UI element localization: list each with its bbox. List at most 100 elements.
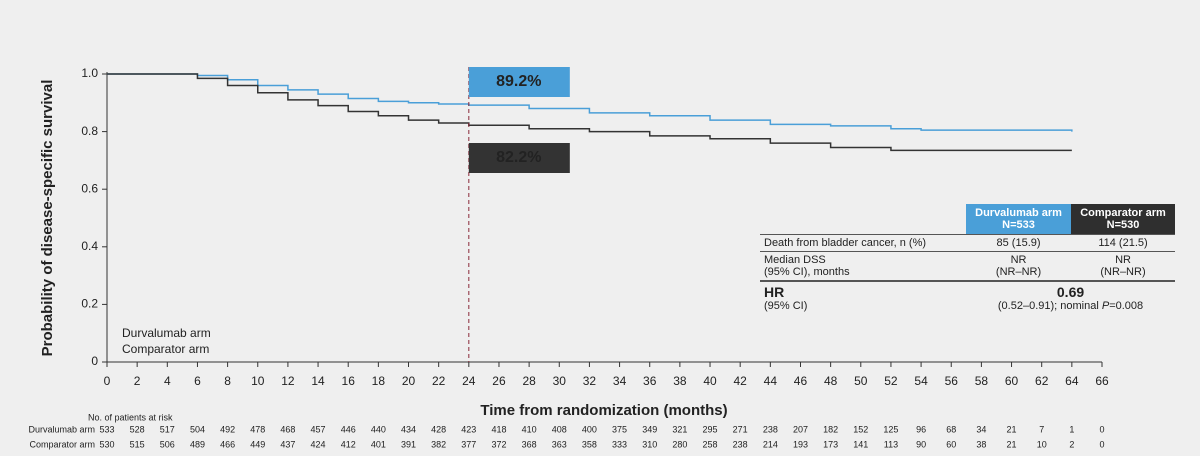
- x-tick-label: 48: [824, 374, 838, 388]
- cell: NR (NR–NR): [1071, 252, 1175, 280]
- x-tick-label: 10: [251, 374, 265, 388]
- risk-count: 391: [401, 439, 416, 449]
- legend-entry: Comparator arm: [122, 342, 209, 356]
- x-tick-label: 34: [613, 374, 627, 388]
- risk-count: 489: [190, 439, 205, 449]
- x-tick-label: 32: [583, 374, 597, 388]
- annotation-box: [468, 67, 570, 97]
- risk-count: 90: [916, 439, 926, 449]
- x-tick-label: 14: [311, 374, 325, 388]
- risk-count: 530: [99, 439, 114, 449]
- risk-count: 428: [431, 424, 446, 434]
- header-cell: Durvalumab arm N=533: [966, 204, 1072, 234]
- risk-count: 423: [461, 424, 476, 434]
- risk-count: 410: [522, 424, 537, 434]
- risk-count: 34: [976, 424, 986, 434]
- x-tick-label: 46: [794, 374, 808, 388]
- risk-row-label: Comparator arm: [29, 439, 95, 449]
- risk-count: 368: [522, 439, 537, 449]
- risk-count: 0: [1099, 439, 1104, 449]
- y-tick-label: 1.0: [81, 66, 98, 80]
- ci-text: (0.52–0.91); nominal: [997, 300, 1102, 312]
- x-tick-label: 22: [432, 374, 446, 388]
- risk-count: 434: [401, 424, 416, 434]
- annotation-text: 82.2%: [496, 149, 541, 166]
- x-tick-label: 40: [703, 374, 717, 388]
- risk-count: 271: [733, 424, 748, 434]
- cell-text: (NR–NR): [995, 266, 1042, 278]
- x-tick-label: 50: [854, 374, 868, 388]
- x-tick-label: 62: [1035, 374, 1049, 388]
- cell-text: NR: [1115, 254, 1131, 266]
- ci-text: P: [1101, 300, 1110, 312]
- risk-count: 478: [250, 424, 265, 434]
- risk-count: 504: [190, 424, 205, 434]
- risk-count: 349: [642, 424, 657, 434]
- hr-ci: (0.52–0.91); nominal P=0.008: [966, 300, 1175, 312]
- header-text: N=533: [1002, 219, 1035, 231]
- risk-count: 457: [311, 424, 326, 434]
- x-tick-label: 6: [194, 374, 201, 388]
- risk-count: 193: [793, 439, 808, 449]
- risk-count: 492: [220, 424, 235, 434]
- x-tick-label: 2: [134, 374, 141, 388]
- header-text: Durvalumab arm: [975, 207, 1062, 219]
- y-tick-label: 0.6: [81, 181, 98, 195]
- risk-count: 363: [552, 439, 567, 449]
- cell-text: (95% CI), months: [764, 266, 850, 278]
- risk-count: 152: [853, 424, 868, 434]
- risk-count: 258: [703, 439, 718, 449]
- x-tick-label: 58: [975, 374, 989, 388]
- y-axis-label: Probability of disease-specific survival: [39, 80, 56, 357]
- risk-count: 38: [976, 439, 986, 449]
- x-tick-label: 28: [522, 374, 536, 388]
- x-tick-label: 36: [643, 374, 657, 388]
- risk-count: 238: [763, 424, 778, 434]
- risk-count: 21: [1007, 439, 1017, 449]
- risk-count: 10: [1037, 439, 1047, 449]
- x-tick-label: 16: [342, 374, 356, 388]
- x-tick-label: 8: [224, 374, 231, 388]
- cell: 0.69 (0.52–0.91); nominal P=0.008: [966, 282, 1175, 314]
- risk-count: 533: [99, 424, 114, 434]
- y-tick-label: 0.2: [81, 297, 98, 311]
- risk-count: 528: [130, 424, 145, 434]
- risk-count: 321: [672, 424, 687, 434]
- hr-sublabel: (95% CI): [764, 300, 808, 312]
- risk-count: 280: [672, 439, 687, 449]
- y-tick-label: 0: [91, 354, 98, 368]
- risk-count: 437: [280, 439, 295, 449]
- x-tick-label: 64: [1065, 374, 1079, 388]
- risk-count: 1: [1069, 424, 1074, 434]
- risk-count: 141: [853, 439, 868, 449]
- cell: NR (NR–NR): [966, 252, 1071, 280]
- risk-count: 517: [160, 424, 175, 434]
- risk-count: 333: [612, 439, 627, 449]
- risk-count: 449: [250, 439, 265, 449]
- x-tick-label: 52: [884, 374, 898, 388]
- x-tick-label: 30: [553, 374, 567, 388]
- legend-entry: Durvalumab arm: [122, 326, 211, 340]
- risk-count: 207: [793, 424, 808, 434]
- x-tick-label: 4: [164, 374, 171, 388]
- cell-text: Median DSS: [764, 254, 826, 266]
- risk-count: 400: [582, 424, 597, 434]
- risk-count: 424: [311, 439, 326, 449]
- risk-count: 295: [703, 424, 718, 434]
- cell-text: NR: [1010, 254, 1027, 266]
- header-text: Comparator arm: [1080, 207, 1166, 219]
- risk-count: 377: [461, 439, 476, 449]
- risk-title: No. of patients at risk: [88, 412, 173, 422]
- x-tick-label: 18: [372, 374, 386, 388]
- risk-count: 446: [341, 424, 356, 434]
- x-tick-label: 66: [1095, 374, 1109, 388]
- risk-count: 173: [823, 439, 838, 449]
- risk-count: 372: [491, 439, 506, 449]
- cell: 85 (15.9): [996, 237, 1041, 249]
- cell: 114 (21.5): [1098, 237, 1148, 249]
- risk-count: 214: [763, 439, 778, 449]
- y-tick-label: 0.4: [81, 239, 98, 253]
- header-cell: Comparator arm N=530: [1071, 204, 1175, 234]
